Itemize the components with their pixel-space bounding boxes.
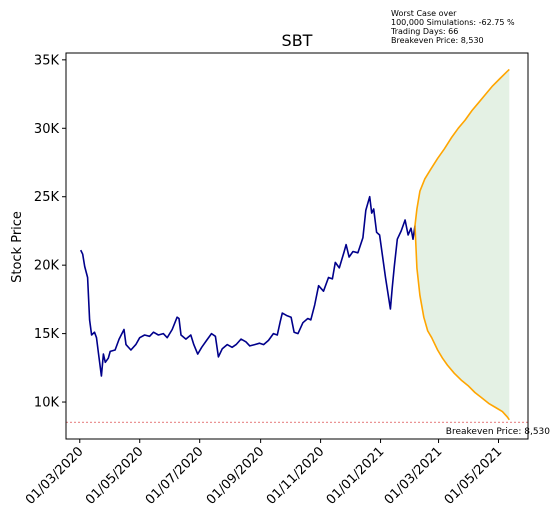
breakeven-layer: Breakeven Price: 8,530 xyxy=(66,421,550,437)
y-tick-label: 15K xyxy=(34,327,60,342)
y-tick-label: 20K xyxy=(34,259,60,274)
chart-title: SBT xyxy=(282,31,313,50)
annotation-line: Worst Case over xyxy=(391,9,457,18)
annotation-line: Trading Days: 66 xyxy=(390,27,458,36)
y-tick-label: 25K xyxy=(34,190,60,205)
breakeven-label: Breakeven Price: 8,530 xyxy=(446,427,550,437)
history-line xyxy=(79,195,416,377)
series-lines xyxy=(79,68,510,421)
y-tick-label: 30K xyxy=(34,122,60,137)
simulation-band xyxy=(415,69,510,420)
x-tick-label: 01/07/2020 xyxy=(143,444,207,508)
projection-lower-line xyxy=(414,225,510,421)
annotation-line: 100,000 Simulations: -62.75 % xyxy=(391,18,515,27)
y-axis-title: Stock Price xyxy=(10,211,25,283)
y-tick-label: 10K xyxy=(34,396,60,411)
x-tick-label: 01/11/2020 xyxy=(264,444,328,508)
x-tick-label: 01/05/2020 xyxy=(83,444,147,508)
x-tick-label: 01/05/2021 xyxy=(442,444,506,508)
plot-frame xyxy=(65,52,529,440)
annotation-line: Breakeven Price: 8,530 xyxy=(391,36,484,45)
x-tick-label: 01/09/2020 xyxy=(204,444,268,508)
x-tick-label: 01/03/2020 xyxy=(23,444,87,508)
x-tick-label: 01/01/2021 xyxy=(324,444,388,508)
x-tick-label: 01/03/2021 xyxy=(382,444,446,508)
simulation-band-area xyxy=(415,69,510,420)
y-tick-label: 35K xyxy=(34,53,60,68)
projection-upper-line xyxy=(414,68,510,226)
